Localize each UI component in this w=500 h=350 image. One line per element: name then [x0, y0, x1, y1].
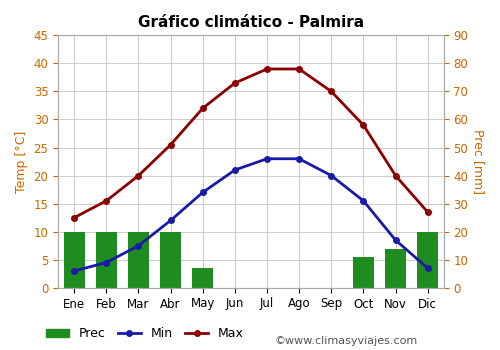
Bar — [96, 232, 117, 288]
Bar — [192, 268, 213, 288]
Bar — [128, 232, 149, 288]
Y-axis label: Temp [°C]: Temp [°C] — [15, 130, 28, 193]
Bar — [64, 232, 84, 288]
Y-axis label: Prec [mm]: Prec [mm] — [472, 129, 485, 194]
Bar — [353, 257, 374, 288]
Bar — [385, 248, 406, 288]
Legend: Prec, Min, Max: Prec, Min, Max — [46, 327, 244, 340]
Bar — [160, 232, 181, 288]
Bar — [417, 232, 438, 288]
Title: Gráfico climático - Palmira: Gráfico climático - Palmira — [138, 15, 364, 30]
Text: ©www.climasyviajes.com: ©www.climasyviajes.com — [275, 336, 418, 346]
